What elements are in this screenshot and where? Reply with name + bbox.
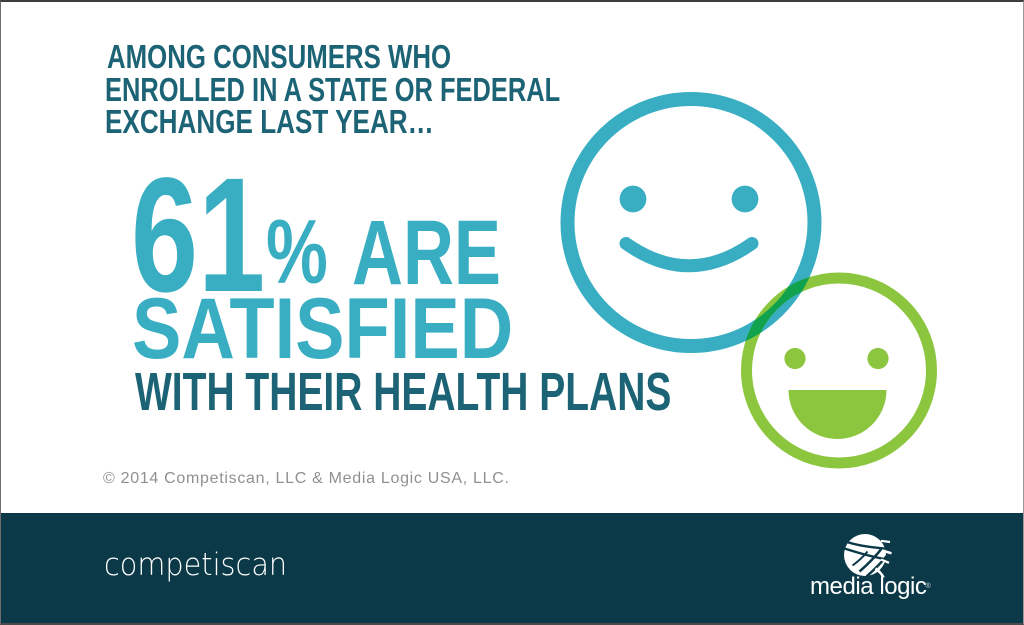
- green-smiley-right-eye: [867, 347, 889, 370]
- media-logic-logo-text: media logic®: [810, 572, 931, 600]
- headline-line-3: EXCHANGE LAST YEAR…: [104, 103, 434, 141]
- teal-smiley-right-eye: [731, 185, 759, 213]
- registered-trademark-icon: ®: [925, 583, 931, 590]
- teal-smiley-icon: [560, 92, 822, 353]
- headline-line-2: ENROLLED IN A STATE OR FEDERAL: [105, 70, 561, 108]
- stat-line-satisfied: SATISFIED: [132, 281, 514, 378]
- teal-smiley-face-ring: [560, 92, 822, 353]
- copyright-text: © 2014 Competiscan, LLC & Media Logic US…: [103, 470, 510, 488]
- media-logic-wordmark: media logic: [810, 572, 927, 600]
- stat-suffix: ARE: [352, 202, 501, 305]
- headline-line-1: AMONG CONSUMERS WHO: [107, 38, 452, 76]
- green-smiley-open-mouth: [788, 390, 887, 439]
- teal-smiley-left-eye: [619, 185, 647, 213]
- competiscan-logo-text: competiscan: [104, 547, 288, 584]
- stat-value: 61: [131, 142, 266, 326]
- green-smiley-icon: [741, 272, 937, 469]
- teal-smiley-smile: [619, 237, 759, 273]
- green-smiley-left-eye: [784, 347, 806, 370]
- media-logic-icon: [844, 534, 892, 579]
- stat-line-with-their-health-plans: WITH THEIR HEALTH PLANS: [135, 362, 672, 423]
- green-smiley-face-ring: [741, 272, 937, 469]
- stat-percent-sign: %: [266, 201, 329, 303]
